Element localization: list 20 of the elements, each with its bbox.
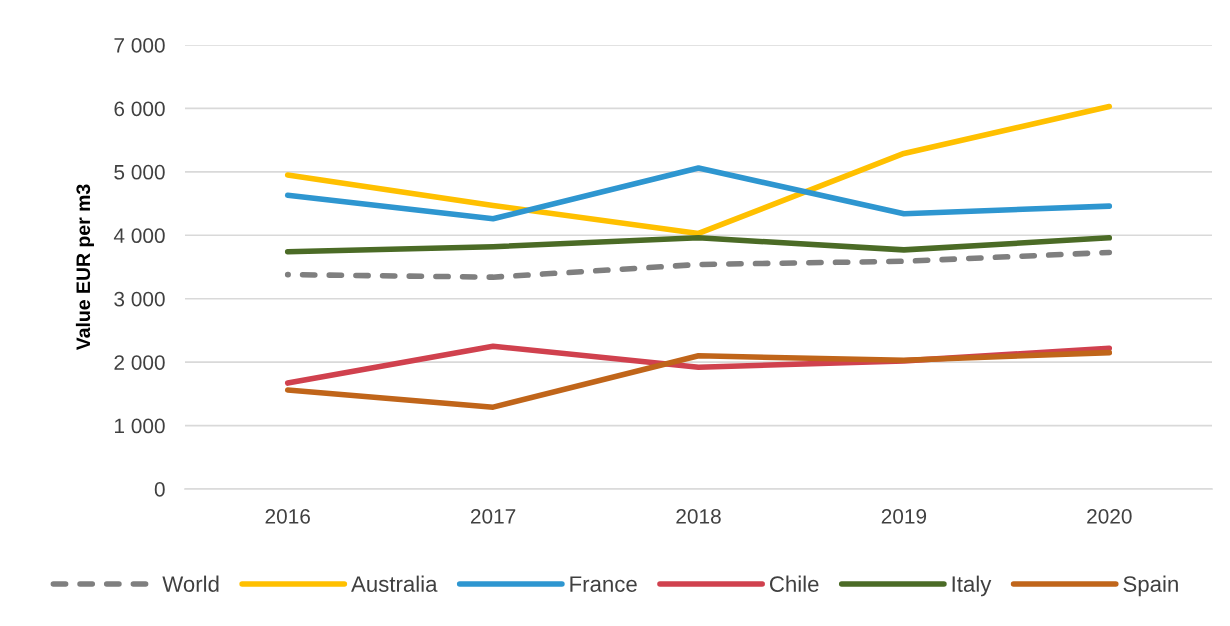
legend-label: World bbox=[162, 575, 219, 592]
legend-label: Chile bbox=[769, 575, 819, 592]
legend-label: France bbox=[570, 576, 637, 592]
x-tick-label: 2018 bbox=[676, 508, 721, 524]
legend-label: Spain bbox=[1123, 575, 1178, 597]
y-tick-label: 5 000 bbox=[114, 164, 165, 180]
y-axis-title: Value EUR per m3 bbox=[75, 184, 94, 351]
y-tick-label: 7 000 bbox=[114, 38, 165, 53]
y-tick-label: 4 000 bbox=[113, 228, 165, 244]
x-tick-label: 2020 bbox=[1087, 508, 1132, 524]
y-tick-label: 6 000 bbox=[114, 101, 165, 117]
x-tick-label: 2016 bbox=[265, 508, 310, 524]
y-tick-label: 3 000 bbox=[114, 291, 165, 307]
legend-label: Italy bbox=[952, 575, 992, 597]
y-tick-label: 2 000 bbox=[114, 355, 165, 370]
x-tick-label: 2019 bbox=[881, 508, 927, 524]
y-tick-label: 0 bbox=[154, 482, 165, 497]
legend-label: Australia bbox=[351, 575, 438, 592]
y-tick-label: 1 000 bbox=[115, 418, 165, 434]
x-tick-label: 2017 bbox=[470, 508, 516, 524]
